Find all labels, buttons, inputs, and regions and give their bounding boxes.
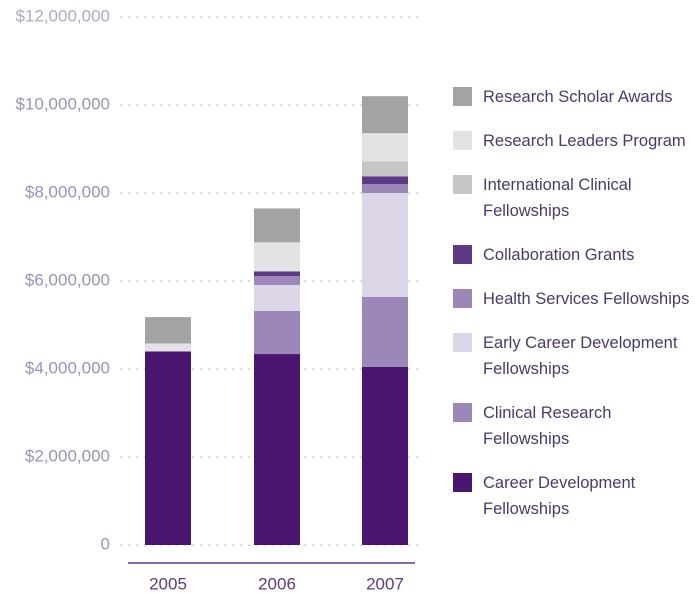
bar-segment [362, 96, 408, 134]
bar-segment [254, 284, 300, 311]
bar-segment [362, 133, 408, 162]
legend-label: Health Services Fellowships [483, 290, 690, 308]
y-tick-label: $8,000,000 [25, 182, 110, 201]
bar-segment [254, 208, 300, 243]
y-tick-label: $6,000,000 [25, 270, 110, 289]
bar-segment [254, 271, 300, 277]
legend: Research Scholar Awards Research Leaders … [453, 84, 695, 522]
legend-label: Early Career Development Fellowships [483, 334, 678, 378]
bar-segment [254, 310, 300, 355]
legend-swatch [453, 175, 472, 194]
y-tick-label: $2,000,000 [25, 446, 110, 465]
y-tick-label: $4,000,000 [25, 358, 110, 377]
bar-segment [362, 366, 408, 545]
bar-segment [145, 351, 191, 545]
x-tick-label: 2005 [149, 574, 187, 593]
legend-label: Research Leaders Program [483, 132, 686, 150]
y-tick-label: $10,000,000 [15, 94, 110, 113]
legend-label: Research Scholar Awards [483, 88, 673, 106]
legend-item: Clinical Research Fellowships [453, 400, 695, 452]
legend-swatch [453, 473, 472, 492]
bar-segment [362, 176, 408, 185]
bar-segment [362, 184, 408, 193]
legend-item: Career Development Fellowships [453, 470, 695, 522]
legend-item: Collaboration Grants [453, 242, 695, 268]
legend-swatch [453, 333, 472, 352]
legend-item: Research Scholar Awards [453, 84, 695, 110]
y-tick-label: 0 [101, 534, 110, 553]
bar-segment [254, 242, 300, 272]
legend-label: International Clinical Fellowships [483, 176, 632, 220]
bar-segment [362, 161, 408, 177]
legend-swatch [453, 131, 472, 150]
x-tick-label: 2007 [366, 574, 404, 593]
legend-label: Collaboration Grants [483, 246, 635, 264]
legend-swatch [453, 403, 472, 422]
legend-swatch [453, 87, 472, 106]
y-tick-label: $12,000,000 [15, 6, 110, 25]
bar-segment [362, 193, 408, 297]
legend-swatch [453, 245, 472, 264]
legend-label: Clinical Research Fellowships [483, 404, 612, 448]
legend-swatch [453, 289, 472, 308]
legend-item: International Clinical Fellowships [453, 172, 695, 224]
bar-segment [145, 317, 191, 344]
legend-label: Career Development Fellowships [483, 474, 636, 518]
legend-item: Early Career Development Fellowships [453, 330, 695, 382]
legend-item: Research Leaders Program [453, 128, 695, 154]
x-tick-label: 2006 [258, 574, 296, 593]
bar-segment [362, 296, 408, 367]
bar-segment [254, 276, 300, 285]
legend-item: Health Services Fellowships [453, 286, 695, 312]
bar-segment [145, 343, 191, 352]
bar-segment [254, 354, 300, 545]
